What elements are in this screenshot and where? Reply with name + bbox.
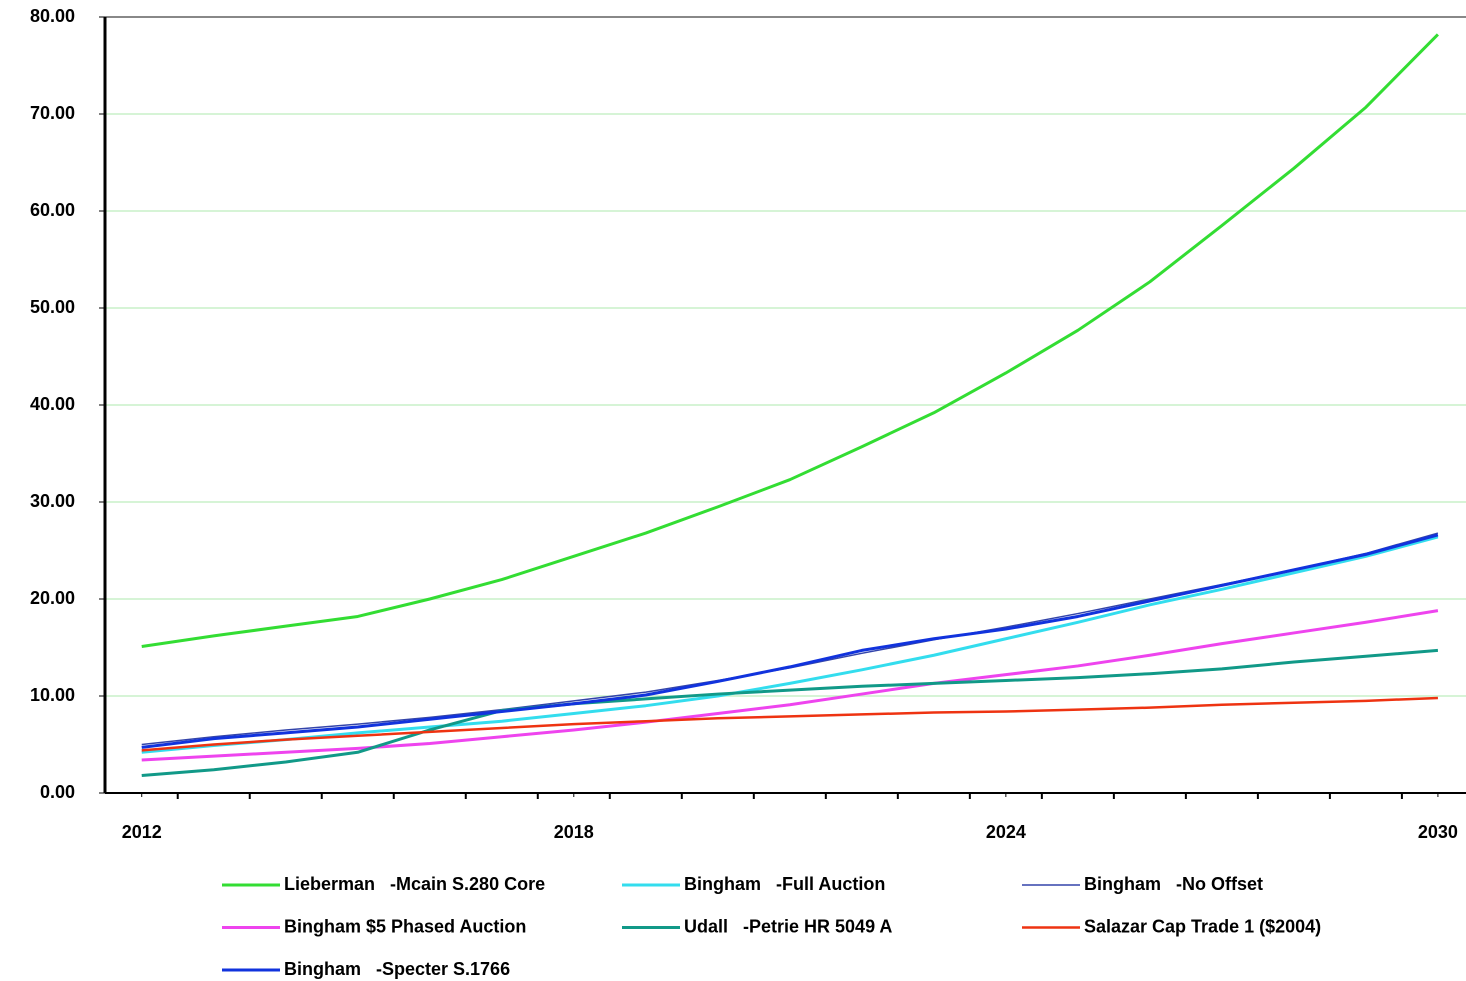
y-tick-label: 20.00	[30, 588, 75, 608]
y-tick-label: 30.00	[30, 491, 75, 511]
legend-label: Bingham -No Offset	[1084, 874, 1263, 894]
legend-label: Bingham -Specter S.1766	[284, 959, 510, 979]
legend-label: Bingham $5 Phased Auction	[284, 916, 526, 936]
x-tick-label: 2030	[1418, 822, 1458, 842]
legend-label: Salazar Cap Trade 1 ($2004)	[1084, 916, 1321, 936]
y-tick-label: 0.00	[40, 782, 75, 802]
legend-label: Bingham -Full Auction	[684, 874, 885, 894]
legend-label: Lieberman -Mcain S.280 Core	[284, 874, 545, 894]
y-tick-label: 50.00	[30, 297, 75, 317]
x-tick-label: 2024	[986, 822, 1026, 842]
series-line	[141, 609, 1439, 762]
legend-label: Udall -Petrie HR 5049 A	[684, 916, 892, 936]
x-tick-label: 2018	[554, 822, 594, 842]
series-line	[141, 33, 1439, 649]
series-line	[141, 696, 1438, 752]
y-tick-label: 10.00	[30, 685, 75, 705]
series-line	[141, 648, 1439, 778]
series-line	[141, 533, 1439, 749]
y-tick-label: 70.00	[30, 103, 75, 123]
y-tick-label: 40.00	[30, 394, 75, 414]
x-tick-label: 2012	[122, 822, 162, 842]
y-tick-label: 60.00	[30, 200, 75, 220]
series-line	[141, 532, 1439, 746]
y-tick-label: 80.00	[30, 6, 75, 26]
series-line	[141, 535, 1439, 754]
